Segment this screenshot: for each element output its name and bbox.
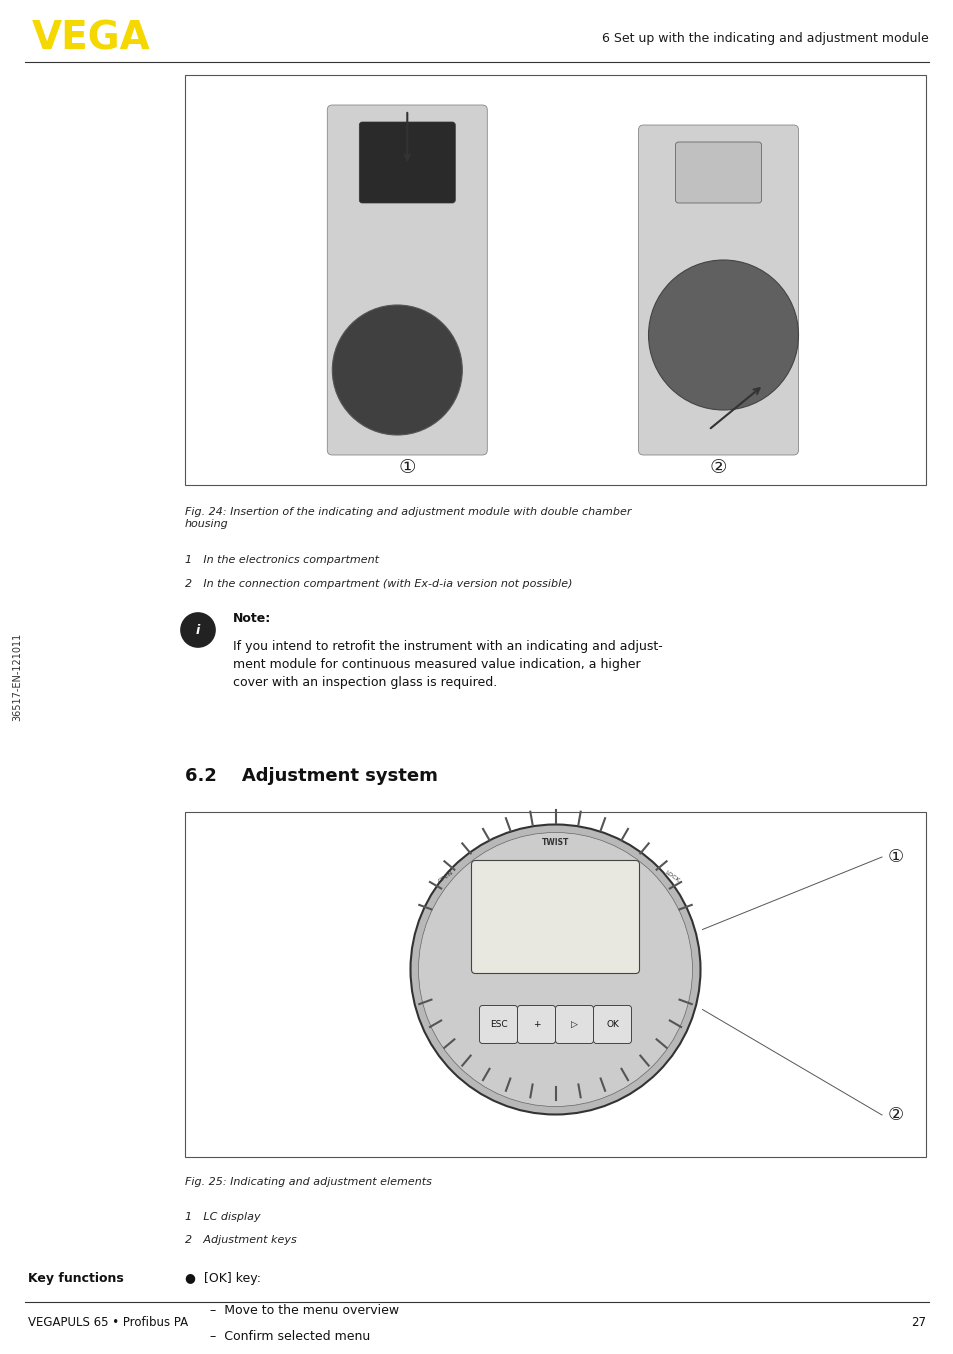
Circle shape xyxy=(410,825,700,1114)
Text: 1  In the electronics compartment: 1 In the electronics compartment xyxy=(185,555,378,565)
Text: ①: ① xyxy=(398,458,416,477)
Circle shape xyxy=(181,613,214,647)
Text: If you intend to retrofit the instrument with an indicating and adjust-
ment mod: If you intend to retrofit the instrument… xyxy=(233,640,662,689)
Text: Key functions: Key functions xyxy=(28,1271,124,1285)
Text: VEGAPULS 65 • Profibus PA: VEGAPULS 65 • Profibus PA xyxy=(28,1316,188,1330)
Text: 1  LC display: 1 LC display xyxy=(185,1212,260,1223)
FancyBboxPatch shape xyxy=(593,1006,631,1044)
Text: ●  [OK] key:: ● [OK] key: xyxy=(185,1271,261,1285)
Text: VEGA: VEGA xyxy=(32,19,151,57)
Text: 36517-EN-121011: 36517-EN-121011 xyxy=(12,632,22,722)
Text: ②: ② xyxy=(709,458,726,477)
Text: ②: ② xyxy=(887,1106,903,1124)
Text: LOCK: LOCK xyxy=(663,869,680,883)
FancyBboxPatch shape xyxy=(471,861,639,974)
Circle shape xyxy=(648,260,798,410)
Text: Fig. 24: Insertion of the indicating and adjustment module with double chamber
h: Fig. 24: Insertion of the indicating and… xyxy=(185,506,631,528)
Text: +: + xyxy=(532,1020,539,1029)
Text: 2  Adjustment keys: 2 Adjustment keys xyxy=(185,1235,296,1244)
FancyBboxPatch shape xyxy=(555,1006,593,1044)
Text: OK: OK xyxy=(605,1020,618,1029)
FancyBboxPatch shape xyxy=(517,1006,555,1044)
Text: TWIST: TWIST xyxy=(541,838,569,848)
Text: i: i xyxy=(195,623,200,636)
FancyBboxPatch shape xyxy=(185,812,925,1158)
FancyBboxPatch shape xyxy=(327,106,487,455)
Text: 6 Set up with the indicating and adjustment module: 6 Set up with the indicating and adjustm… xyxy=(601,31,928,45)
Text: 2  In the connection compartment (with Ex-d-ia version not possible): 2 In the connection compartment (with Ex… xyxy=(185,580,572,589)
Text: 6.2    Adjustment system: 6.2 Adjustment system xyxy=(185,766,437,785)
Text: –  Move to the menu overview: – Move to the menu overview xyxy=(210,1304,398,1317)
Text: OPEN: OPEN xyxy=(436,869,454,884)
FancyBboxPatch shape xyxy=(675,142,760,203)
Text: Fig. 25: Indicating and adjustment elements: Fig. 25: Indicating and adjustment eleme… xyxy=(185,1177,432,1187)
Circle shape xyxy=(332,305,462,435)
FancyBboxPatch shape xyxy=(185,74,925,485)
Text: –  Confirm selected menu: – Confirm selected menu xyxy=(210,1330,370,1343)
Text: ESC: ESC xyxy=(489,1020,507,1029)
Text: Note:: Note: xyxy=(233,612,271,626)
FancyBboxPatch shape xyxy=(638,125,798,455)
Circle shape xyxy=(418,833,692,1106)
FancyBboxPatch shape xyxy=(359,122,455,203)
Text: ▷: ▷ xyxy=(571,1020,578,1029)
Text: 27: 27 xyxy=(910,1316,925,1330)
FancyBboxPatch shape xyxy=(479,1006,517,1044)
Text: ①: ① xyxy=(887,848,903,867)
